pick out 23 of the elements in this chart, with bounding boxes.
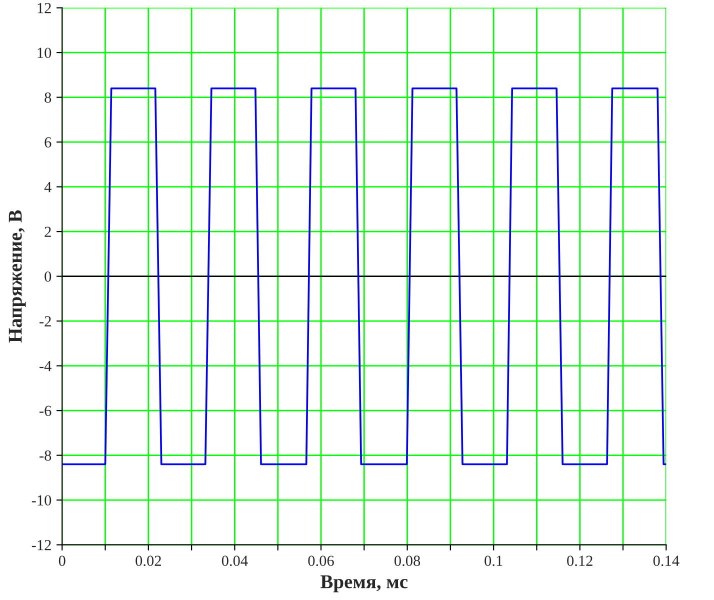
y-tick-label: 2 — [44, 226, 51, 237]
y-tick-label: 8 — [44, 92, 52, 103]
y-tick-label: -6 — [40, 406, 52, 416]
x-tick-label: 0.14 — [653, 556, 680, 566]
y-tick-label: -8 — [40, 450, 52, 461]
y-tick-label: 6 — [44, 137, 52, 148]
x-tick-label: 0.12 — [567, 556, 592, 566]
y-axis-title: Напряжение, В — [8, 210, 26, 343]
x-tick-label: 0 — [58, 556, 66, 566]
y-tick-label: -2 — [40, 316, 51, 326]
y-tick-label: -4 — [40, 361, 52, 372]
x-tick-label: 0.1 — [484, 556, 502, 566]
x-tick-label: 0.02 — [136, 556, 161, 566]
x-tick-label: 0.08 — [394, 556, 420, 566]
y-tick-label: 4 — [44, 182, 52, 192]
x-tick-label: 0.06 — [308, 556, 334, 566]
y-tick-label: 10 — [38, 48, 52, 58]
y-tick-label: -10 — [32, 495, 52, 506]
y-tick-label: -12 — [32, 540, 51, 550]
x-tick-label: 0.04 — [222, 556, 248, 566]
y-tick-label: 0 — [44, 271, 52, 282]
y-tick-label: 12 — [38, 2, 51, 14]
x-axis-title: Время, мс — [320, 575, 408, 592]
